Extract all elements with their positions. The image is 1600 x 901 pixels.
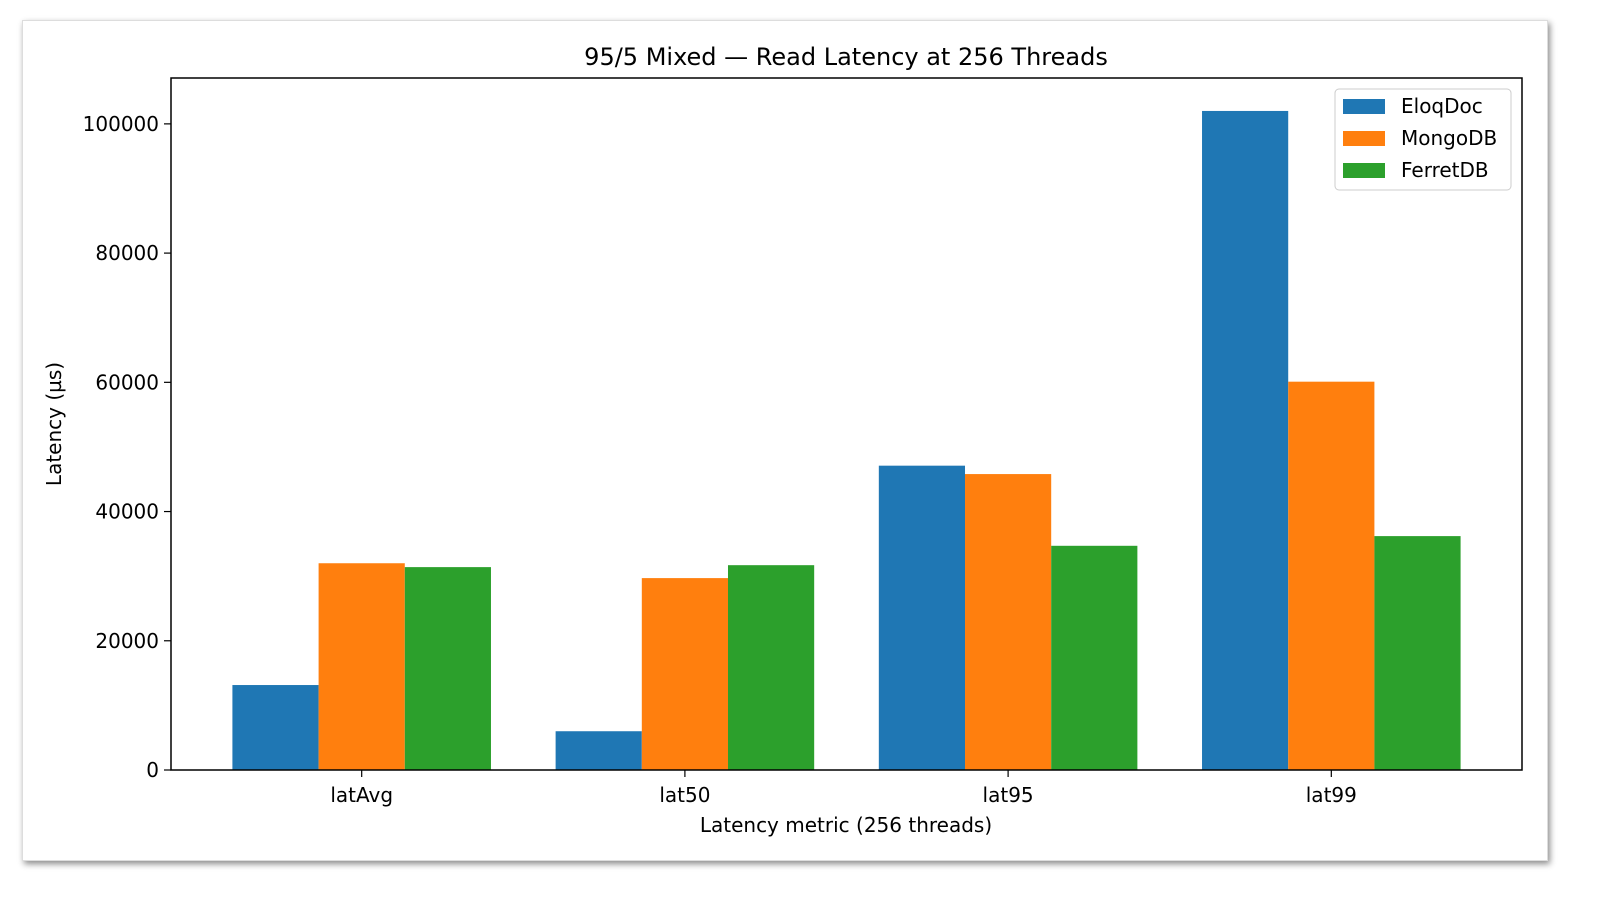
bar-eloqdoc-lat50 (555, 731, 642, 770)
y-tick-label: 40000 (95, 500, 159, 524)
bar-ferretdb-lat50 (727, 565, 815, 770)
y-tick-label: 80000 (95, 241, 159, 265)
legend: EloqDoc MongoDB FerretDB (1334, 88, 1512, 191)
y-tick-label: 20000 (95, 629, 159, 653)
bar-ferretdb-lat95 (1051, 545, 1138, 770)
legend-swatch-eloqdoc (1343, 99, 1385, 114)
bar-eloqdoc-lat99 (1202, 110, 1289, 770)
legend-label-mongodb: MongoDB (1401, 126, 1497, 150)
bar-ferretdb-latAvg (404, 567, 491, 770)
x-tick-label: lat50 (659, 783, 710, 807)
x-tick-label: lat95 (983, 783, 1034, 807)
y-tick-label: 60000 (95, 370, 159, 394)
y-axis: 0 20000 40000 60000 80000 100000 (83, 112, 171, 782)
legend-swatch-mongodb (1343, 131, 1385, 146)
bar-mongodb-lat99 (1288, 381, 1375, 770)
x-axis-label: Latency metric (256 threads) (700, 813, 992, 837)
x-tick-label: lat99 (1306, 783, 1357, 807)
legend-label-ferretdb: FerretDB (1401, 158, 1489, 182)
bar-eloqdoc-latAvg (232, 685, 319, 770)
legend-swatch-ferretdb (1343, 163, 1385, 178)
bar-mongodb-latAvg (318, 563, 405, 770)
legend-label-eloqdoc: EloqDoc (1401, 94, 1483, 118)
bar-ferretdb-lat99 (1374, 536, 1461, 770)
x-tick-label: latAvg (330, 783, 393, 807)
bars (232, 110, 1461, 770)
y-axis-label: Latency (µs) (42, 362, 66, 486)
y-tick-label: 100000 (83, 112, 159, 136)
x-axis: latAvg lat50 lat95 lat99 (330, 770, 1357, 807)
plot-frame (170, 77, 1523, 771)
chart-title: 95/5 Mixed — Read Latency at 256 Threads (584, 43, 1108, 71)
y-tick-label: 0 (146, 758, 159, 782)
bar-mongodb-lat95 (965, 474, 1052, 770)
bar-eloqdoc-lat95 (878, 465, 966, 770)
bar-mongodb-lat50 (641, 578, 728, 770)
